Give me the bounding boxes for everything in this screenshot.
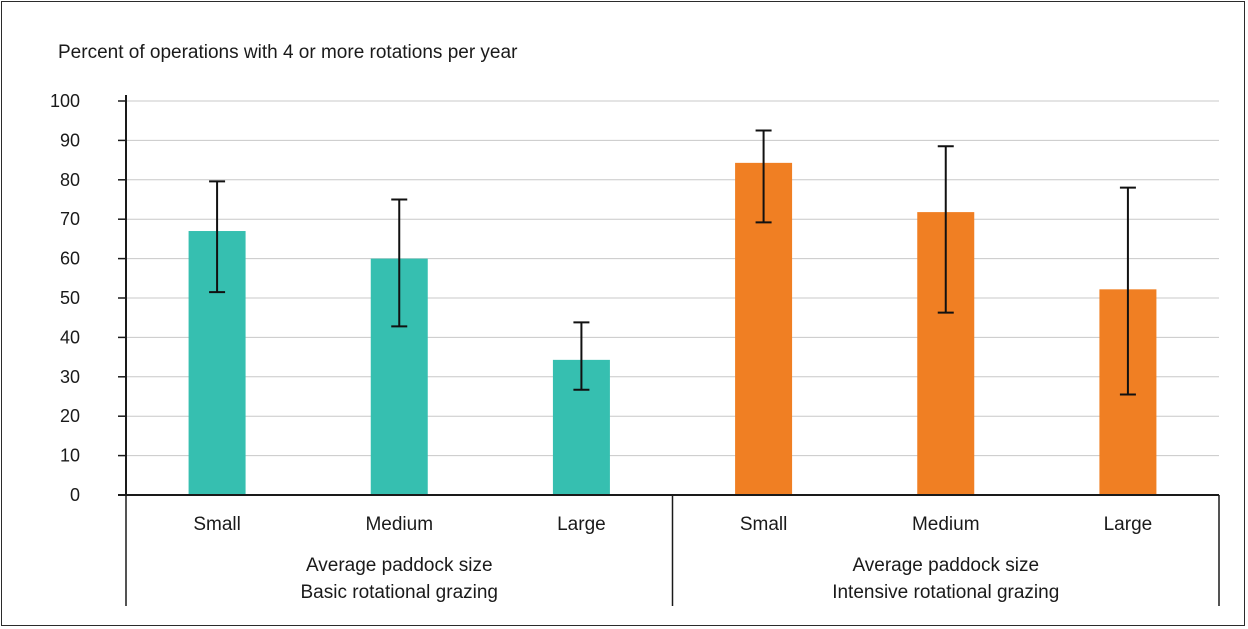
x-category-label: Large [1104,514,1153,535]
y-tick-label: 10 [60,446,80,466]
axes [118,95,1220,606]
x-category-label: Medium [365,514,433,535]
group-labels: Average paddock size Basic rotational gra… [301,555,1060,603]
group-label-line2: Intensive rotational grazing [832,582,1059,603]
x-category-label: Small [740,514,788,535]
group-label-line1: Average paddock size [306,555,493,576]
x-category-label: Small [193,514,241,535]
error-bars [209,129,1136,396]
y-tick-label: 100 [50,91,80,111]
y-tick-label: 90 [60,130,80,150]
y-tick-labels: 0 10 20 30 40 50 60 70 80 90 100 [50,91,80,505]
bars [188,162,1157,495]
y-tick-label: 20 [60,406,80,426]
y-axis-label: Percent of operations with 4 or more rot… [58,42,518,63]
group-label-line1: Average paddock size [852,555,1039,576]
y-tick-label: 70 [60,209,80,229]
gridlines [126,100,1219,457]
y-tick-label: 0 [70,485,80,505]
y-tick-label: 80 [60,170,80,190]
x-category-label: Large [557,514,606,535]
x-category-label: Medium [912,514,980,535]
y-tick-label: 40 [60,327,80,347]
y-tick-label: 60 [60,249,80,269]
y-tick-label: 30 [60,367,80,387]
x-category-labels: Small Medium Large Small Medium Large [193,514,1152,535]
y-tick-label: 50 [60,288,80,308]
group-label-line2: Basic rotational grazing [301,582,499,603]
